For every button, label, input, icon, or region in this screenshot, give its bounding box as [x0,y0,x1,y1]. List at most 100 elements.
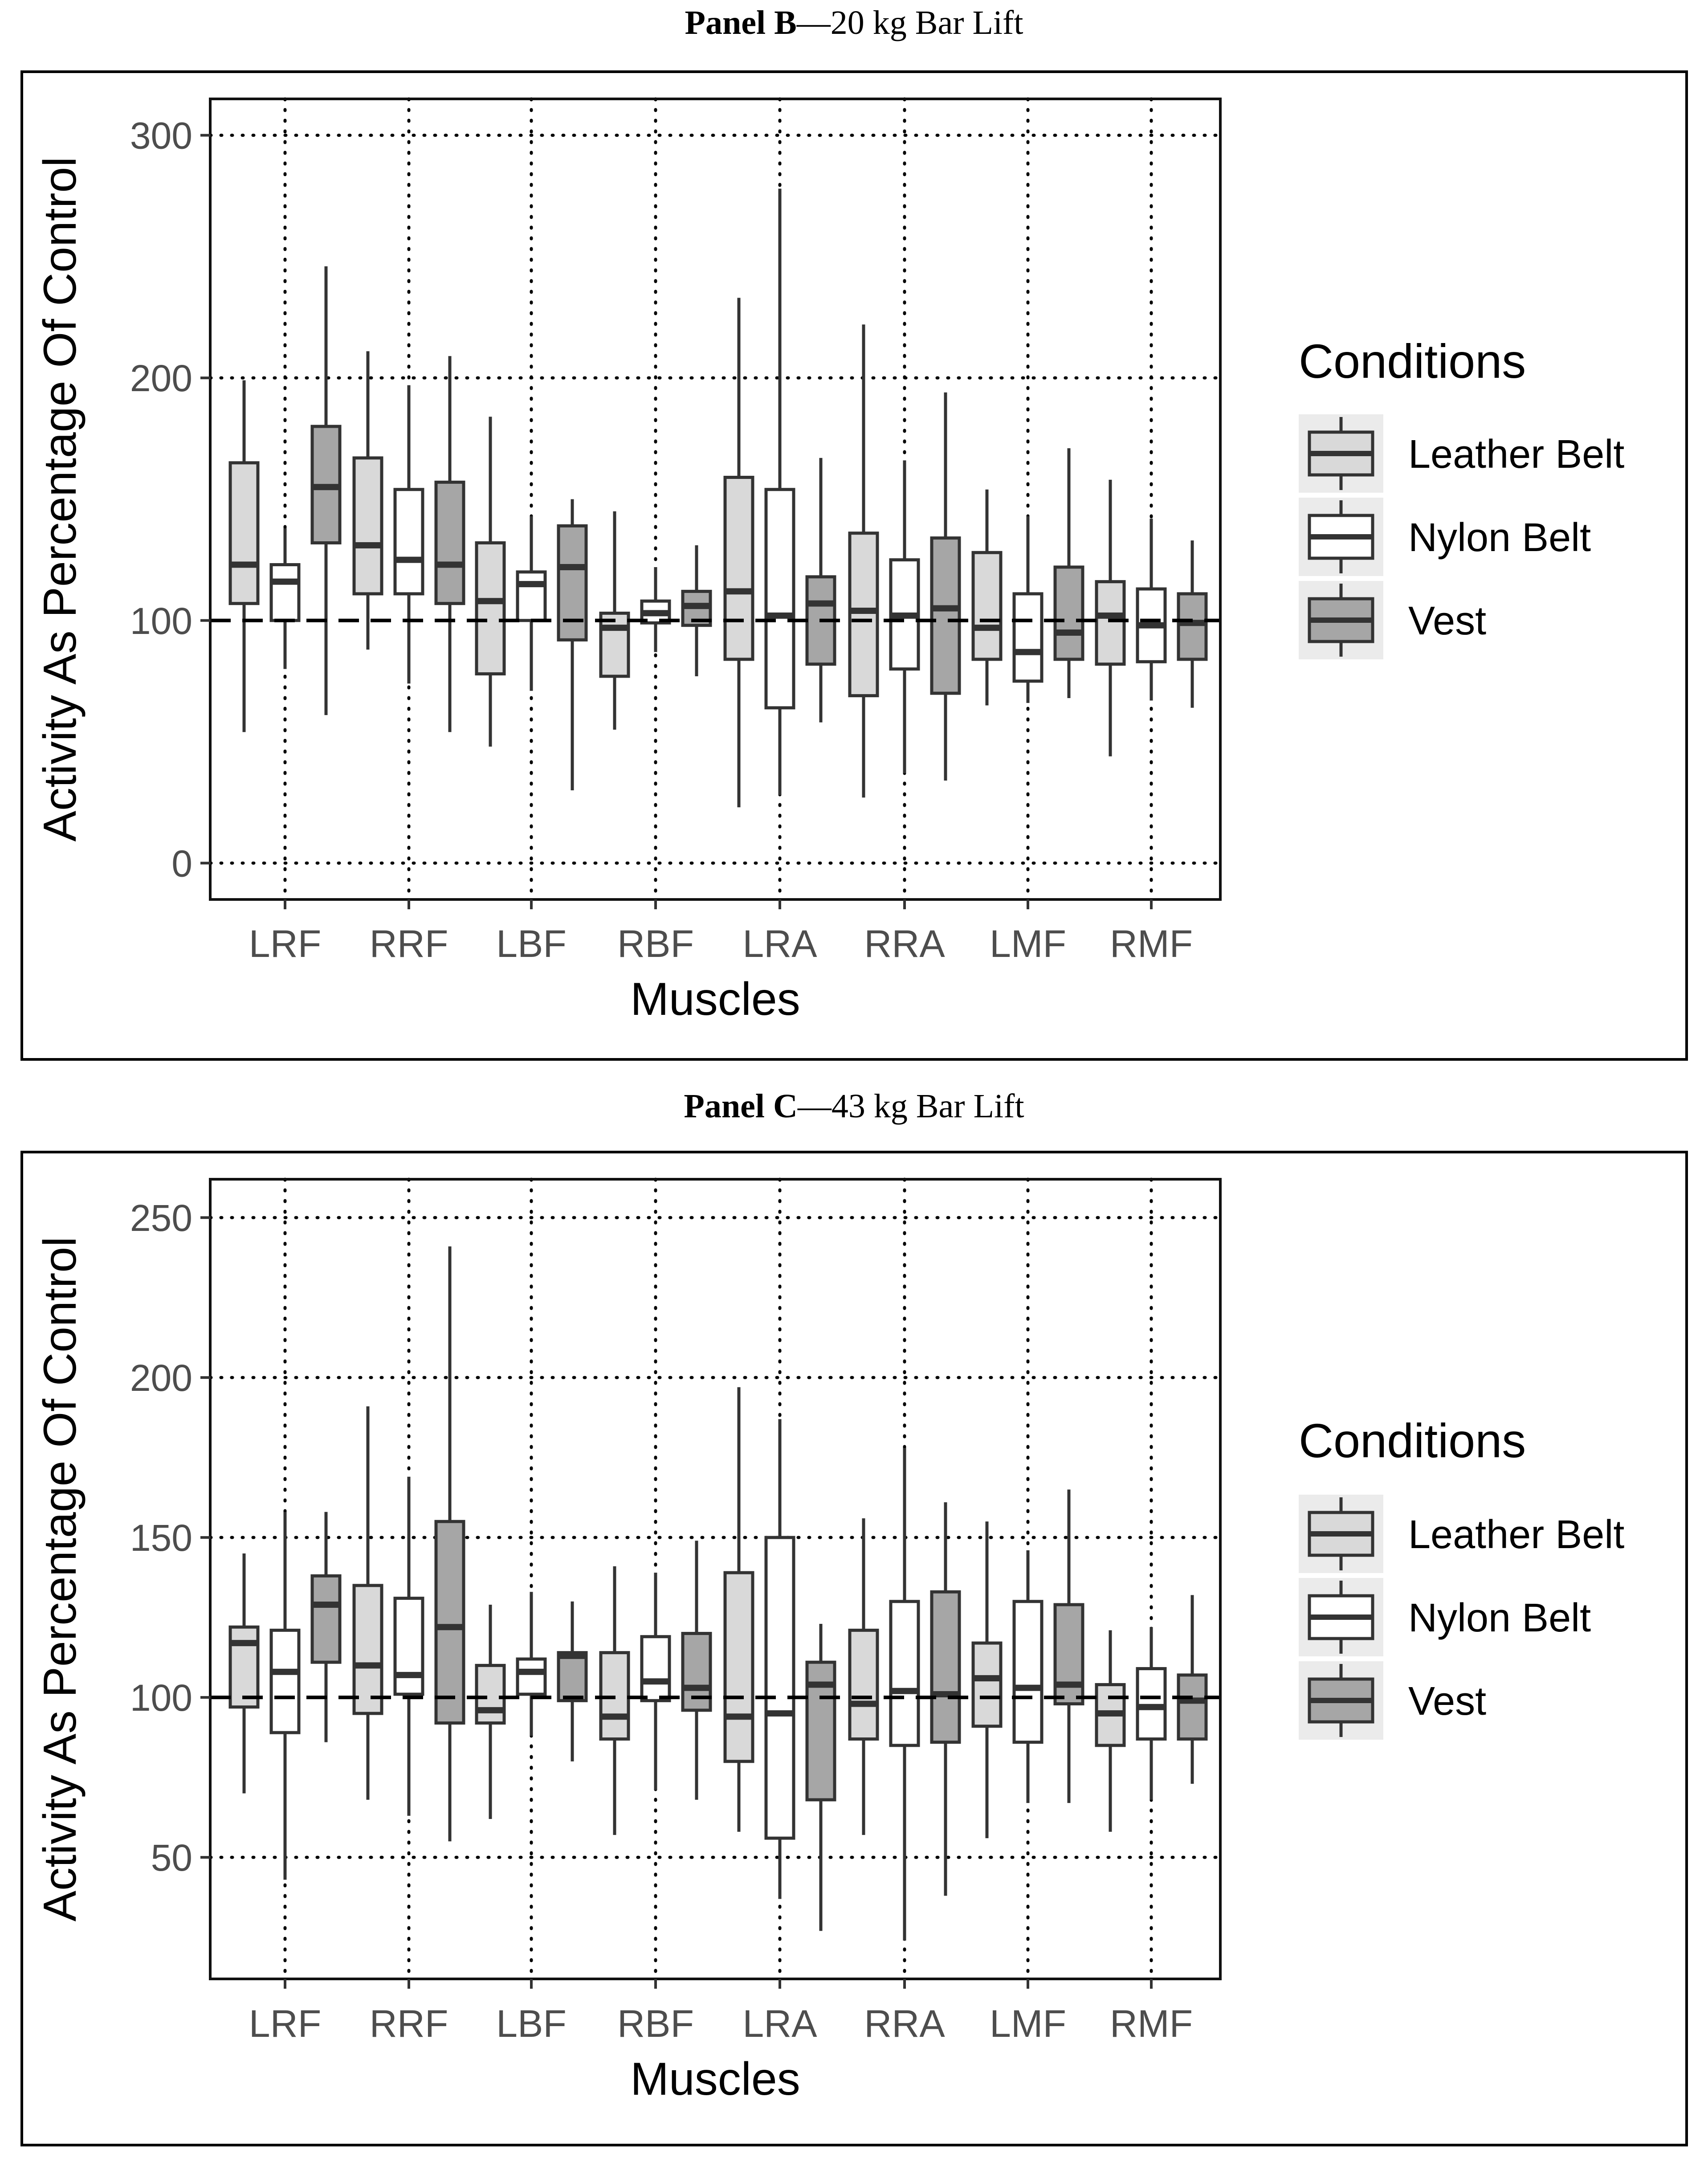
x-tick-label: LBF [496,923,567,965]
box-leather-belt-rmf [1095,1630,1126,1832]
y-tick-label: 150 [130,1517,192,1559]
box-leather-belt-lmf [971,489,1003,706]
box-nylon-belt-lbf [516,516,547,691]
x-tick-label: LBF [496,2003,567,2045]
legend-key-nylon-belt [1299,498,1383,576]
box-vest-rmf [1177,1595,1208,1784]
panel-b-title-rest: —20 kg Bar Lift [796,4,1023,41]
legend-key-leather-belt [1299,1495,1383,1573]
y-tick-label: 100 [130,1677,192,1719]
x-tick-label: RRF [370,2003,448,2045]
box-leather-belt-lmf [971,1521,1003,1839]
x-tick-label: LRF [249,2003,321,2045]
box-body [269,1628,301,1734]
box-leather-belt-rrf [352,351,383,650]
box-body [352,456,383,596]
box-body [764,488,795,710]
box-body [971,1641,1003,1728]
x-axis-label: Muscles [630,2053,800,2105]
box-body [269,563,301,622]
legend-label: Nylon Belt [1408,515,1591,560]
box-leather-belt-lbf [475,417,506,747]
box-leather-belt-lrf [228,1553,260,1794]
box-body [475,541,506,676]
box-leather-belt-lra [723,298,754,808]
y-tick-label: 50 [151,1837,192,1879]
box-vest-lrf [310,1512,342,1742]
box-nylon-belt-rrf [393,385,424,684]
box-vest-lmf [1053,1489,1084,1803]
x-tick-label: RMF [1110,923,1193,965]
box-vest-lmf [1053,448,1084,699]
legend-title: Conditions [1299,1414,1526,1467]
x-tick-label: RRF [370,923,448,965]
box-leather-belt-rbf [599,1566,630,1835]
box-body [764,1536,795,1840]
box-body [1053,565,1084,661]
box-body [1177,1673,1208,1741]
box-vest-rra [930,1502,961,1896]
legend-label: Vest [1408,599,1486,643]
box-vest-rbf [681,1541,712,1800]
x-tick-label: LRA [742,2003,817,2045]
y-tick-label: 0 [171,842,192,884]
panel-c-title-rest: —43 kg Bar Lift [797,1087,1024,1125]
box-leather-belt-lbf [475,1604,506,1819]
legend-label: Nylon Belt [1408,1596,1591,1640]
box-nylon-belt-lbf [516,1592,547,1736]
plot-frame [209,1178,1222,1980]
y-tick-label: 250 [130,1197,192,1239]
x-tick-label: LMF [990,2003,1066,2045]
box-body [599,611,630,678]
box-body [352,1584,383,1715]
legend-key-leather-belt [1299,414,1383,493]
panel-c-title: Panel C—43 kg Bar Lift [0,1087,1708,1126]
x-tick-label: RBF [617,2003,694,2045]
box-vest-lra [805,1624,836,1931]
box-body [228,1625,260,1709]
box-body [723,1571,754,1763]
x-tick-label: RRA [864,2003,945,2045]
box-body [1012,592,1044,683]
box-leather-belt-lrf [228,380,260,732]
box-body [434,480,465,605]
box-body [393,1597,424,1696]
box-body [1177,592,1208,661]
box-vest-rra [930,392,961,781]
box-nylon-belt-lrf [269,1512,301,1880]
box-body [1012,1600,1044,1744]
box-body [640,1635,671,1702]
box-nylon-belt-lra [764,1419,795,1899]
box-body [516,1657,547,1696]
y-tick-label: 100 [130,600,192,642]
box-nylon-belt-lrf [269,528,301,669]
legend: Conditions Leather Belt Nylon Belt Vest [1299,1414,1624,1740]
box-vest-rrf [434,356,465,732]
x-tick-label: LMF [990,923,1066,965]
legend-title: Conditions [1299,334,1526,388]
y-axis-label: Activity As Percentage Of Control [34,157,86,842]
legend-key-vest [1299,1661,1383,1740]
y-tick-label: 200 [130,357,192,399]
box-nylon-belt-rra [889,460,920,773]
box-vest-lbf [557,1601,588,1762]
x-tick-label: RMF [1110,2003,1193,2045]
legend-label: Leather Belt [1408,432,1624,477]
box-body [228,461,260,605]
x-tick-label: LRF [249,923,321,965]
box-body [1053,1603,1084,1706]
box-body [516,570,547,622]
panel-c-title-bold: Panel C [684,1087,798,1125]
x-tick-label: RBF [617,923,694,965]
box-leather-belt-lra [723,1387,754,1832]
box-body [310,1574,342,1664]
box-vest-rmf [1177,540,1208,708]
box-leather-belt-rmf [1095,479,1126,756]
panel-b-title: Panel B—20 kg Bar Lift [0,4,1708,42]
legend-key-nylon-belt [1299,1578,1383,1656]
box-nylon-belt-rmf [1136,1627,1167,1800]
y-axis-label: Activity As Percentage Of Control [34,1237,86,1922]
box-nylon-belt-rra [889,1448,920,1941]
box-body [1095,580,1126,666]
